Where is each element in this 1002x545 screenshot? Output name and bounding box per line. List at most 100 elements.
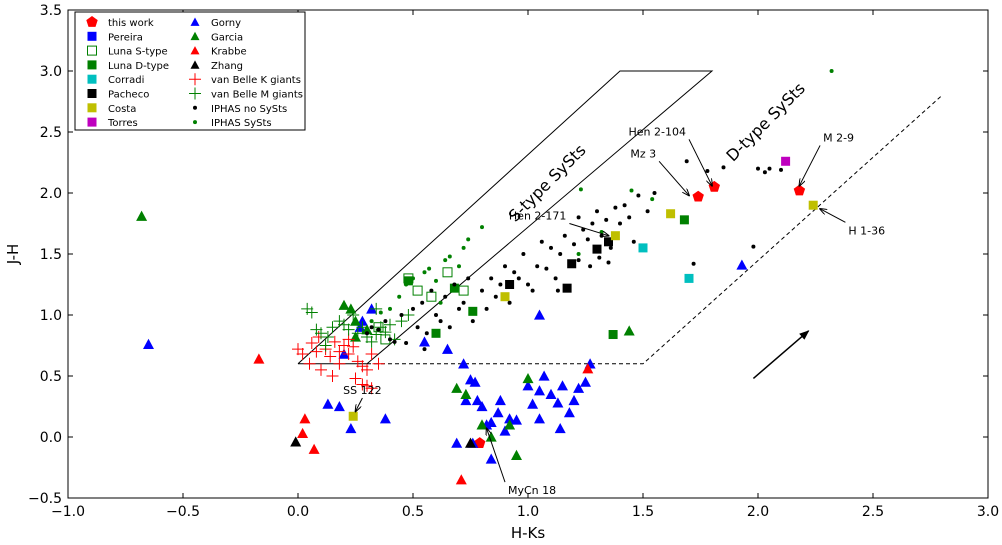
point-iphas-systs: [576, 252, 581, 256]
point-iphas-systs: [411, 276, 415, 281]
point-iphas-no-systs: [480, 288, 484, 293]
point-iphas-systs: [480, 225, 484, 230]
legend-label-iphas-no-systs: IPHAS no SySts: [211, 104, 287, 115]
y-tick-label: 2.0: [40, 186, 62, 202]
point-luna-s-type: [458, 285, 469, 296]
legend-box: [74, 11, 306, 131]
legend-label-iphas-systs: IPHAS SySts: [211, 118, 272, 129]
point-luna-s-type: [442, 267, 453, 278]
point-iphas-no-systs: [420, 300, 425, 305]
point-gorny: [485, 416, 497, 428]
point-iphas-no-systs: [365, 331, 369, 336]
reddening-vector: [752, 330, 810, 380]
point-gorny: [573, 382, 585, 393]
x-tick-label: −0.5: [166, 504, 200, 520]
point-gorny: [522, 380, 534, 391]
point-iphas-no-systs: [526, 282, 530, 287]
point-garcia: [504, 419, 516, 430]
point-gorny: [476, 401, 488, 412]
point-iphas-no-systs: [452, 282, 457, 287]
point-iphas-no-systs: [383, 319, 388, 324]
point-luna-d-type: [468, 306, 478, 316]
legend-label-van-belle-k-giants: van Belle K giants: [211, 75, 301, 86]
point-iphas-systs: [422, 270, 427, 275]
point-iphas-systs: [650, 197, 655, 202]
point-iphas-systs: [578, 187, 583, 192]
point-krabbe: [253, 353, 265, 364]
point-gorny: [557, 380, 568, 391]
point-van-belle-m-giants: [315, 327, 327, 340]
point-iphas-no-systs: [530, 288, 535, 293]
legend-marker-costa: [87, 103, 97, 113]
point-van-belle-k-giants: [356, 378, 369, 391]
point-iphas-no-systs: [572, 242, 576, 247]
point-iphas-no-systs: [691, 261, 696, 266]
point-krabbe: [299, 413, 311, 424]
point-iphas-no-systs: [388, 337, 392, 342]
point-iphas-no-systs: [684, 159, 689, 164]
point-van-belle-k-giants: [296, 348, 309, 361]
point-iphas-systs: [438, 300, 443, 305]
point-krabbe: [297, 427, 309, 439]
point-pacheco: [505, 280, 515, 289]
point-gorny: [492, 407, 504, 418]
point-garcia: [485, 431, 497, 442]
point-luna-d-type: [431, 328, 441, 338]
point-this-work: [692, 190, 704, 202]
legend-marker-garcia: [190, 31, 200, 41]
point-gorny: [538, 370, 550, 381]
annotations: SS 122 MyCn 18 Hen 2-171 Mz 3 Hen 2-104 M 2-9…: [343, 125, 885, 497]
d-type-box-line: [367, 95, 943, 365]
x-tick-label: −1.0: [51, 504, 85, 520]
point-van-belle-k-giants: [347, 340, 360, 353]
annotation-m-2-9: M 2-9: [823, 131, 854, 144]
point-garcia: [623, 325, 635, 336]
point-gorny: [580, 376, 591, 387]
point-garcia: [361, 324, 373, 335]
point-van-belle-k-giants: [333, 357, 346, 370]
data-points: [136, 69, 834, 485]
point-zhang: [465, 437, 476, 448]
legend-marker-van-belle-k-giants: [189, 73, 201, 86]
legend-label-zhang: Zhang: [211, 61, 243, 72]
point-iphas-systs: [443, 258, 448, 263]
point-van-belle-m-giants: [326, 321, 339, 334]
point-van-belle-m-giants: [321, 330, 334, 343]
legend-label-krabbe: Krabbe: [211, 47, 247, 58]
point-van-belle-k-giants: [349, 372, 362, 385]
point-van-belle-k-giants: [292, 343, 304, 356]
point-iphas-systs: [447, 254, 452, 259]
point-van-belle-k-giants: [328, 335, 341, 348]
point-costa: [500, 292, 510, 302]
point-iphas-no-systs: [555, 288, 560, 293]
annotation-hen-2-171: Hen 2-171: [509, 210, 566, 223]
legend-label-garcia: Garcia: [211, 32, 243, 43]
annotation-arrow-h-1-36: [820, 209, 846, 223]
legend-marker-torres: [87, 117, 97, 127]
legend-marker-iphas-systs: [193, 120, 197, 125]
point-iphas-systs: [369, 319, 374, 324]
point-iphas-no-systs: [588, 264, 593, 269]
point-garcia: [522, 372, 534, 384]
point-gorny: [736, 259, 748, 270]
x-tick-label: 2.5: [862, 504, 884, 520]
y-tick-label: 1.0: [40, 308, 62, 324]
legend-marker-iphas-no-systs: [193, 105, 197, 110]
point-iphas-no-systs: [544, 266, 549, 271]
point-gorny: [527, 398, 539, 409]
legend-label-pereira: Pereira: [108, 32, 143, 43]
point-iphas-systs: [629, 188, 634, 193]
point-gorny: [458, 358, 470, 369]
point-van-belle-k-giants: [361, 363, 373, 376]
point-luna-s-type: [412, 285, 423, 296]
point-luna-d-type: [403, 276, 413, 286]
legend-label-this-work: this work: [108, 18, 154, 29]
point-iphas-no-systs: [721, 165, 726, 170]
region-label-d-type-systs: D-type SySts: [722, 79, 808, 165]
point-van-belle-k-giants: [333, 345, 346, 358]
point-van-belle-m-giants: [342, 323, 355, 336]
point-van-belle-k-giants: [315, 363, 327, 376]
point-gorny: [554, 422, 566, 434]
point-luna-d-type: [449, 283, 459, 293]
point-iphas-no-systs: [434, 313, 438, 317]
